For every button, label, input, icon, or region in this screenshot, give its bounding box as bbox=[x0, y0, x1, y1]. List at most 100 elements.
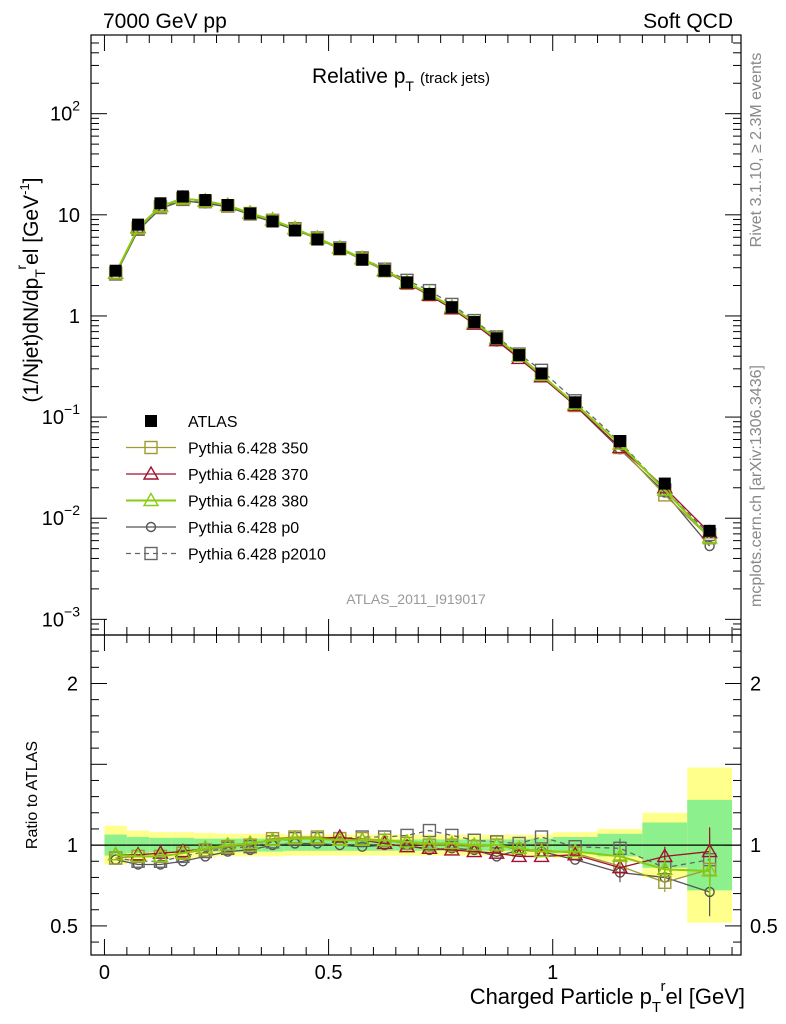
main-data-point bbox=[704, 540, 715, 552]
main-data-point bbox=[356, 253, 369, 266]
main-data-point bbox=[154, 197, 167, 210]
ratio-y-axis-label: Ratio to ATLAS bbox=[24, 741, 41, 849]
ratio-data-point bbox=[488, 844, 505, 859]
y-tick-label-base: 10 bbox=[50, 104, 72, 126]
ratio-data-point bbox=[286, 830, 304, 845]
y-tick-label: 102 bbox=[50, 98, 80, 126]
legend-marker bbox=[142, 492, 160, 507]
ratio-data-point bbox=[353, 831, 371, 846]
legend-label: Pythia 6.428 370 bbox=[188, 467, 308, 484]
main-data-point bbox=[311, 233, 324, 246]
main-data-point bbox=[244, 207, 257, 220]
y-tick-label: 10−2 bbox=[42, 502, 80, 530]
main-y-axis-label: (1/Njet)dN/dpTrel [GeV-1] bbox=[13, 177, 48, 402]
y-tick-label-exponent: −2 bbox=[64, 502, 80, 518]
main-data-point bbox=[199, 194, 212, 207]
ratio-data-point bbox=[398, 833, 416, 848]
ratio-data-point bbox=[357, 841, 368, 852]
ratio-data-point bbox=[488, 836, 505, 851]
ratio-data-point bbox=[421, 835, 438, 850]
y-tick-label: 10−1 bbox=[42, 401, 80, 429]
x-axis-label: Charged Particle pTrel [GeV] bbox=[470, 978, 745, 1016]
ratio-data-point bbox=[421, 839, 438, 855]
y-tick-label: 10−3 bbox=[42, 603, 80, 631]
ratio-data-point bbox=[534, 830, 549, 844]
main-data-point bbox=[658, 477, 671, 490]
y-tick-label-exponent: −1 bbox=[64, 401, 80, 417]
ratio-data-point bbox=[174, 844, 192, 859]
main-data-point bbox=[490, 332, 503, 345]
main-data-point bbox=[468, 316, 481, 329]
source-label: mcplots.cern.ch [arXiv:1306.3436] bbox=[748, 365, 765, 607]
ratio-data-point bbox=[129, 846, 147, 861]
main-data-point bbox=[109, 264, 122, 277]
ratio-y-tick-label-right: 1 bbox=[750, 835, 761, 857]
y-tick-label-base: 10 bbox=[42, 609, 64, 631]
ratio-data-point bbox=[510, 839, 528, 855]
y-tick-label: 10 bbox=[58, 205, 80, 227]
ratio-data-point bbox=[533, 848, 550, 863]
y-tick-label-exponent: 2 bbox=[72, 98, 80, 114]
main-series-line bbox=[114, 197, 711, 539]
ratio-data-point bbox=[219, 836, 236, 851]
ratio-data-point bbox=[107, 846, 124, 861]
legend-label: Pythia 6.428 p2010 bbox=[188, 547, 326, 564]
legend-label: Pythia 6.428 380 bbox=[188, 494, 308, 511]
ratio-y-tick-label-left: 0.5 bbox=[50, 916, 78, 938]
ratio-data-point bbox=[566, 843, 584, 858]
rivet-version-label: Rivet 3.1.10, ≥ 2.3M events bbox=[748, 53, 765, 248]
legend-marker bbox=[144, 546, 158, 561]
ratio-data-point bbox=[155, 859, 166, 870]
x-tick-label: 0.5 bbox=[315, 962, 343, 984]
ratio-data-point bbox=[510, 848, 528, 863]
legend-label: Pythia 6.428 p0 bbox=[188, 520, 299, 537]
ratio-data-point bbox=[331, 828, 349, 843]
main-data-point bbox=[288, 224, 301, 237]
ratio-data-point bbox=[701, 862, 718, 877]
main-data-point bbox=[613, 435, 626, 448]
y-tick-label-base: 1 bbox=[69, 306, 80, 328]
legend-marker bbox=[144, 440, 158, 455]
legend-marker bbox=[145, 415, 157, 427]
chart-title: Relative pT (track jets) bbox=[312, 65, 490, 94]
main-series-line bbox=[115, 197, 711, 539]
main-data-point bbox=[176, 190, 189, 203]
ratio-data-point bbox=[243, 838, 257, 852]
ratio-data-point bbox=[422, 838, 437, 852]
ratio-data-point bbox=[466, 836, 483, 851]
ratio-data-point bbox=[129, 848, 147, 863]
ratio-data-point bbox=[611, 859, 629, 874]
main-data-point bbox=[703, 524, 716, 537]
main-series-line bbox=[115, 198, 711, 535]
ratio-data-point bbox=[443, 835, 461, 850]
ratio-data-point bbox=[331, 831, 349, 846]
y-tick-label-exponent: −3 bbox=[64, 603, 80, 619]
legend-label: Pythia 6.428 350 bbox=[188, 441, 308, 458]
y-tick-label-base: 10 bbox=[42, 508, 64, 530]
ratio-y-tick-label-left: 2 bbox=[67, 673, 78, 695]
ratio-y-tick-label-right: 0.5 bbox=[750, 916, 778, 938]
main-data-point bbox=[423, 287, 436, 300]
ratio-data-point bbox=[400, 836, 414, 851]
ratio-plot-frame bbox=[90, 634, 742, 956]
legend: ATLAS Pythia 6.428 350 Pythia 6.428 370 Pyt… bbox=[126, 414, 326, 564]
legend-marker bbox=[145, 521, 157, 533]
legend-label: ATLAS bbox=[188, 414, 238, 431]
ratio-data-point bbox=[174, 843, 192, 858]
y-tick-label-base: 10 bbox=[58, 205, 80, 227]
main-data-point bbox=[401, 276, 414, 289]
main-data-point bbox=[378, 264, 391, 277]
ratio-data-point bbox=[264, 831, 281, 846]
main-data-point bbox=[569, 396, 582, 409]
main-data-point bbox=[535, 367, 548, 380]
ratio-data-point bbox=[152, 848, 169, 863]
ratio-data-point bbox=[566, 846, 584, 861]
main-data-point bbox=[513, 349, 526, 362]
ratio-data-point bbox=[533, 843, 550, 858]
ratio-y-tick-label-right: 2 bbox=[750, 673, 761, 695]
ratio-data-point bbox=[376, 835, 393, 850]
main-data-point bbox=[221, 199, 234, 212]
ratio-data-point bbox=[376, 831, 393, 846]
ratio-data-point bbox=[241, 835, 259, 850]
ratio-data-point bbox=[445, 828, 459, 843]
